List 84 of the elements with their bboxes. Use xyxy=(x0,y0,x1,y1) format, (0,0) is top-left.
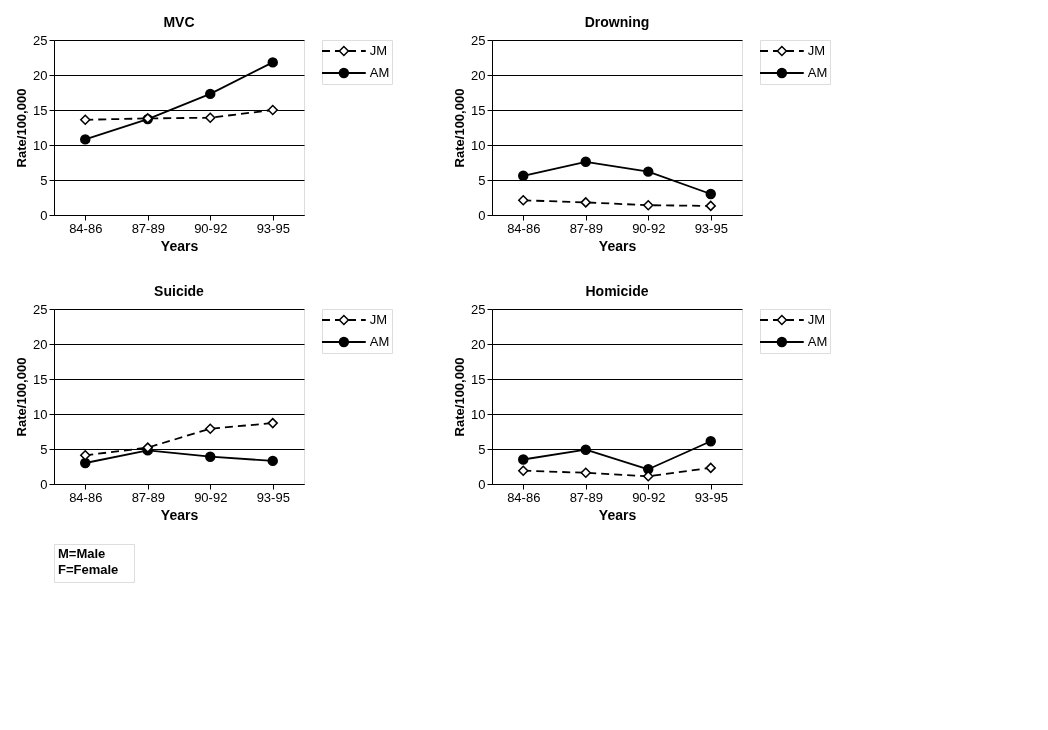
y-tick-label: 25 xyxy=(471,32,486,48)
x-tick-label: 93-95 xyxy=(256,220,290,236)
y-tick-label: 10 xyxy=(471,137,486,153)
chart-title: Suicide xyxy=(154,283,205,299)
legend-label: JM xyxy=(807,312,826,327)
point xyxy=(705,462,716,474)
x-tick-label: 90-92 xyxy=(632,220,666,236)
y-tick-label: 5 xyxy=(478,441,486,457)
chart-title: Homicide xyxy=(585,283,649,299)
y-axis-title: Rate/100,000 xyxy=(14,357,30,437)
x-tick-label: 93-95 xyxy=(694,489,728,505)
point xyxy=(705,200,716,212)
y-tick-label: 5 xyxy=(40,172,48,188)
y-tick-label: 25 xyxy=(33,301,48,317)
point xyxy=(267,57,278,68)
y-tick-label: 0 xyxy=(40,476,48,492)
legend-label: AM xyxy=(369,334,390,349)
x-axis-title: Years xyxy=(160,506,199,523)
x-tick-label: 87-89 xyxy=(569,220,603,236)
point xyxy=(518,465,529,476)
y-tick-label: 25 xyxy=(33,32,48,48)
point xyxy=(267,104,278,116)
x-axis-title: Years xyxy=(160,237,199,254)
y-tick-label: 20 xyxy=(471,336,486,352)
x-tick-label: 90-92 xyxy=(194,489,228,505)
x-tick-label: 84-86 xyxy=(69,489,103,505)
y-tick-label: 10 xyxy=(33,137,48,153)
point xyxy=(205,112,216,123)
y-tick-label: 20 xyxy=(33,67,48,83)
x-tick-label: 84-86 xyxy=(69,220,103,236)
x-axis-title: Years xyxy=(598,237,637,254)
x-axis-title: Years xyxy=(598,506,637,523)
point xyxy=(518,195,529,206)
x-tick-label: 87-89 xyxy=(569,489,603,505)
y-tick-label: 20 xyxy=(471,67,486,83)
point xyxy=(705,188,716,200)
point xyxy=(205,451,216,462)
legend-label: AM xyxy=(369,65,390,80)
y-tick-label: 25 xyxy=(471,301,486,317)
point xyxy=(705,436,716,447)
y-tick-label: 0 xyxy=(40,207,48,223)
y-tick-label: 15 xyxy=(471,102,486,118)
y-tick-label: 20 xyxy=(33,336,48,352)
legend-label: JM xyxy=(807,43,826,58)
point xyxy=(267,455,278,467)
y-tick-label: 10 xyxy=(33,406,48,422)
x-tick-label: 93-95 xyxy=(256,489,290,505)
x-tick-label: 87-89 xyxy=(131,220,165,236)
x-tick-label: 90-92 xyxy=(632,489,666,505)
x-tick-label: 84-86 xyxy=(507,220,541,236)
legend-label: JM xyxy=(369,312,388,327)
legend-label: AM xyxy=(807,334,828,349)
y-tick-label: 0 xyxy=(478,476,486,492)
x-tick-label: 90-92 xyxy=(194,220,228,236)
point xyxy=(518,454,529,465)
chart-title: Drowning xyxy=(584,14,650,30)
y-axis-title: Rate/100,000 xyxy=(452,357,468,437)
y-axis-title: Rate/100,000 xyxy=(14,88,30,168)
point xyxy=(643,166,654,177)
y-tick-label: 10 xyxy=(471,406,486,422)
legend-label: AM xyxy=(807,65,828,80)
point xyxy=(643,199,654,211)
x-tick-label: 84-86 xyxy=(507,489,541,505)
y-tick-label: 15 xyxy=(33,371,48,387)
point xyxy=(80,114,91,126)
x-tick-label: 93-95 xyxy=(694,220,728,236)
point xyxy=(580,467,591,479)
point xyxy=(580,444,591,455)
point xyxy=(580,197,591,208)
y-tick-label: 5 xyxy=(478,172,486,188)
y-tick-label: 15 xyxy=(471,371,486,387)
y-tick-label: 15 xyxy=(33,102,48,118)
point xyxy=(80,134,91,145)
point xyxy=(267,417,278,429)
y-axis-title: Rate/100,000 xyxy=(452,88,468,168)
y-tick-label: 0 xyxy=(478,207,486,223)
point xyxy=(205,88,216,100)
chart-title: MVC xyxy=(163,14,195,30)
text: M=Male F=Female xyxy=(58,546,119,577)
x-tick-label: 87-89 xyxy=(131,489,165,505)
y-tick-label: 5 xyxy=(40,441,48,457)
point xyxy=(580,156,591,168)
point xyxy=(205,423,216,434)
legend-label: JM xyxy=(369,43,388,58)
